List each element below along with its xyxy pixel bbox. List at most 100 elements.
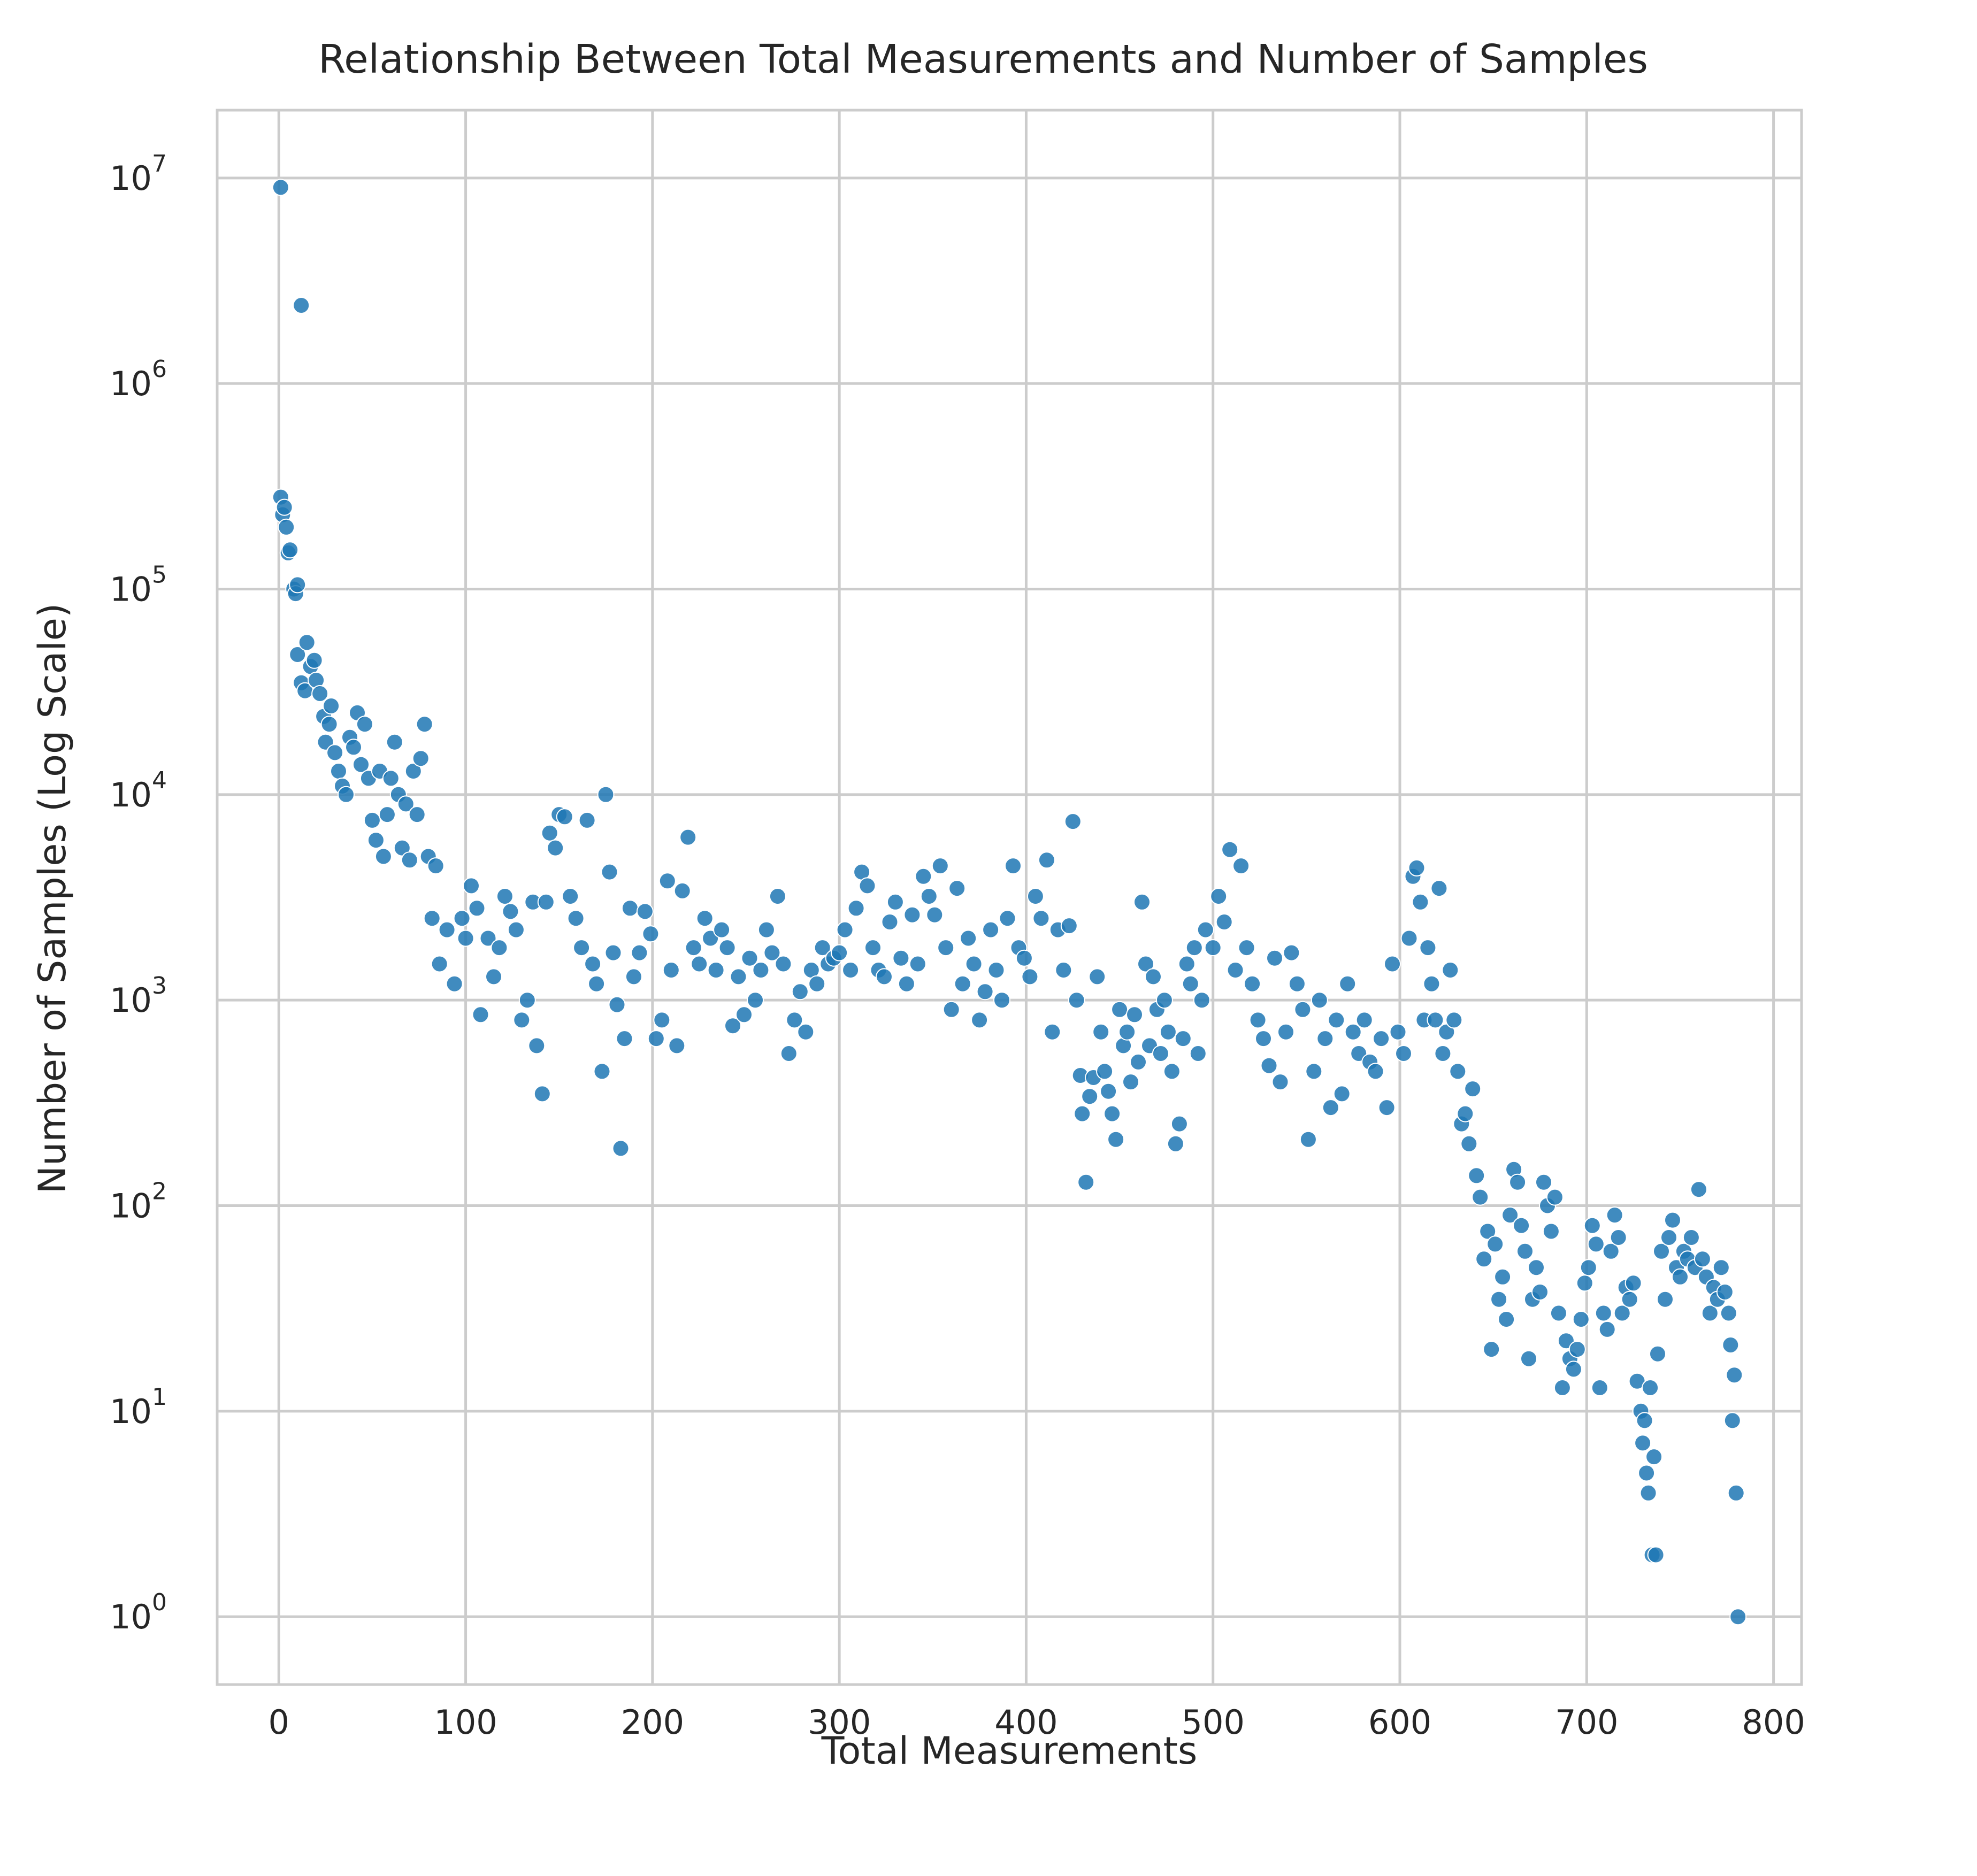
data-point bbox=[1535, 1173, 1552, 1191]
data-point bbox=[1283, 944, 1300, 962]
data-point bbox=[1328, 1011, 1345, 1029]
data-point bbox=[1026, 888, 1044, 905]
data-point bbox=[971, 1011, 988, 1029]
data-point bbox=[298, 634, 316, 651]
data-point bbox=[1395, 1045, 1412, 1062]
x-tick-label: 600 bbox=[1368, 1703, 1431, 1742]
data-point bbox=[1542, 1223, 1560, 1240]
data-point bbox=[1598, 1320, 1616, 1338]
y-axis-ticks: 100 101 102 103 104 105 106 107 bbox=[110, 150, 167, 1636]
data-point bbox=[537, 893, 555, 911]
x-tick-label: 700 bbox=[1555, 1703, 1618, 1742]
data-point bbox=[320, 716, 338, 733]
data-point bbox=[1339, 975, 1357, 993]
data-point bbox=[909, 955, 926, 973]
data-point bbox=[1457, 1105, 1474, 1122]
data-point bbox=[668, 1037, 686, 1055]
data-point bbox=[338, 786, 355, 803]
data-point bbox=[1442, 962, 1459, 979]
data-point bbox=[903, 906, 921, 924]
data-point bbox=[1159, 1023, 1177, 1041]
data-point bbox=[1568, 1341, 1586, 1358]
data-point bbox=[363, 811, 381, 829]
data-point bbox=[1389, 1023, 1407, 1041]
data-point bbox=[427, 857, 445, 875]
data-point bbox=[1068, 991, 1085, 1009]
data-point bbox=[836, 921, 854, 939]
data-point bbox=[353, 756, 370, 773]
data-point bbox=[1193, 991, 1210, 1009]
data-point bbox=[356, 716, 373, 733]
data-point bbox=[1479, 1223, 1497, 1240]
data-point bbox=[937, 939, 955, 957]
data-point bbox=[886, 893, 904, 911]
data-point bbox=[1624, 1274, 1642, 1292]
data-point bbox=[1591, 1379, 1608, 1396]
data-point bbox=[1081, 1088, 1099, 1105]
data-point bbox=[1723, 1412, 1741, 1429]
data-point bbox=[735, 1006, 753, 1024]
data-point bbox=[808, 975, 826, 993]
data-point bbox=[1520, 1350, 1537, 1367]
data-point bbox=[1355, 1011, 1373, 1029]
data-point bbox=[386, 733, 403, 751]
data-point bbox=[453, 910, 471, 927]
data-point bbox=[491, 939, 508, 957]
data-point bbox=[1384, 955, 1401, 973]
data-point bbox=[1638, 1464, 1656, 1482]
data-point bbox=[763, 944, 781, 962]
y-tick-label: 102 bbox=[110, 1178, 167, 1226]
data-point bbox=[1639, 1484, 1657, 1502]
data-point bbox=[1727, 1484, 1745, 1502]
data-point bbox=[289, 646, 306, 663]
data-point bbox=[588, 975, 606, 993]
data-point bbox=[636, 903, 654, 920]
data-point bbox=[1077, 1173, 1095, 1191]
data-point bbox=[752, 962, 770, 979]
data-point bbox=[547, 839, 564, 857]
data-point bbox=[1516, 1242, 1534, 1260]
data-point bbox=[485, 968, 502, 986]
data-point bbox=[831, 944, 848, 962]
data-point bbox=[1509, 1173, 1527, 1191]
data-point bbox=[1546, 1188, 1564, 1206]
data-point bbox=[1595, 1304, 1612, 1322]
data-point bbox=[1238, 939, 1255, 957]
data-point bbox=[528, 1037, 546, 1055]
data-point bbox=[696, 910, 714, 927]
data-point bbox=[446, 975, 463, 993]
data-point bbox=[730, 968, 747, 986]
data-point bbox=[1653, 1242, 1670, 1260]
data-point bbox=[948, 880, 966, 897]
data-point bbox=[1111, 1001, 1129, 1018]
data-point bbox=[1322, 1099, 1339, 1117]
y-tick-label: 107 bbox=[110, 150, 167, 198]
data-point bbox=[1155, 991, 1173, 1009]
data-point bbox=[1472, 1188, 1489, 1206]
data-point bbox=[653, 1011, 671, 1029]
x-axis-label: Total Measurements bbox=[821, 1729, 1198, 1773]
data-point bbox=[1501, 1206, 1519, 1224]
x-tick-label: 0 bbox=[269, 1703, 289, 1742]
data-point bbox=[647, 1030, 665, 1048]
data-point bbox=[791, 983, 809, 1001]
data-point bbox=[1299, 1131, 1317, 1148]
data-point bbox=[1032, 910, 1050, 927]
data-point bbox=[1288, 975, 1306, 993]
data-point bbox=[1647, 1546, 1665, 1564]
data-point bbox=[1682, 1229, 1700, 1246]
data-point bbox=[1553, 1379, 1571, 1396]
data-point bbox=[1170, 1115, 1188, 1133]
data-point bbox=[1528, 1259, 1545, 1277]
data-point bbox=[468, 899, 486, 917]
data-point bbox=[814, 939, 831, 957]
data-point bbox=[920, 888, 938, 905]
data-point bbox=[1580, 1259, 1597, 1277]
data-point bbox=[691, 955, 708, 973]
data-point bbox=[1249, 1011, 1267, 1029]
data-point bbox=[1152, 1045, 1169, 1062]
data-point bbox=[556, 808, 573, 826]
data-point bbox=[616, 1030, 633, 1048]
data-point bbox=[1587, 1235, 1605, 1253]
